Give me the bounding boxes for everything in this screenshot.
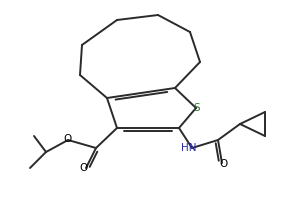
Text: HN: HN <box>181 143 197 153</box>
Text: O: O <box>219 159 227 169</box>
Text: S: S <box>194 103 200 113</box>
Text: O: O <box>80 163 88 173</box>
Text: O: O <box>64 134 72 144</box>
